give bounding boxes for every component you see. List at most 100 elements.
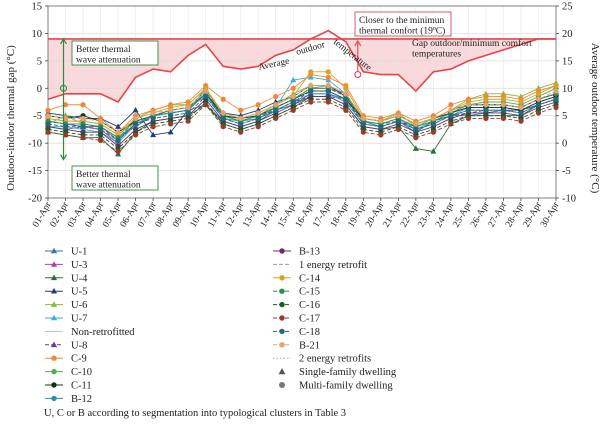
data-point	[395, 118, 401, 124]
legend-label: C-18	[299, 327, 320, 338]
data-point	[308, 69, 314, 75]
data-point	[465, 107, 472, 113]
legend-label: U-4	[71, 273, 88, 284]
legend-label: 2 energy retrofits	[299, 354, 371, 365]
y-left-tick-label: 5	[37, 56, 42, 67]
legend-swatch-marker	[279, 301, 285, 308]
y-left-tick-label: -5	[33, 111, 42, 122]
legend-item-c-11: C-11	[45, 381, 92, 392]
y-left-tick-label: -20	[28, 194, 42, 205]
data-point	[203, 93, 209, 100]
data-point	[290, 76, 297, 83]
data-point	[80, 102, 86, 108]
annotation-better-top-text: Better thermal	[76, 45, 131, 55]
legend-swatch-marker	[51, 395, 57, 402]
data-point	[273, 107, 279, 113]
data-point	[448, 121, 454, 127]
data-point	[150, 124, 156, 130]
data-point	[185, 118, 191, 124]
data-point	[273, 102, 279, 108]
legend-swatch-marker	[50, 341, 58, 348]
data-point	[518, 118, 524, 124]
legend-item-b-12: B-12	[45, 394, 92, 405]
data-point	[325, 88, 331, 94]
legend-label: U-1	[71, 247, 87, 258]
data-point	[273, 115, 279, 122]
y-axis-right-label: Average outdoor temperature (°C)	[589, 43, 600, 194]
legend-swatch-marker	[279, 248, 285, 254]
series-line	[47, 98, 557, 150]
data-point	[62, 115, 69, 122]
data-point	[150, 115, 156, 122]
legend: U-1 U-3 U-4 U-5 U-6 U-7 Non-retrofitted U-8 C-9 C…	[45, 247, 397, 405]
legend-swatch-marker	[51, 368, 57, 375]
data-point	[220, 110, 226, 116]
data-point	[290, 93, 296, 100]
legend-label: Multi-family dwelling	[299, 381, 393, 392]
y-right-tick-label: 0	[562, 139, 567, 150]
data-point	[343, 107, 349, 113]
legend-item-c-15: C-15	[273, 287, 320, 298]
data-point	[115, 137, 121, 143]
data-point	[343, 91, 349, 97]
annotation-closer-box	[354, 11, 452, 37]
legend-item-b-21: B-21	[273, 340, 320, 351]
series-line	[47, 85, 557, 133]
outdoor-temperature-group	[47, 29, 556, 104]
annotation-better-bottom-text: wave attenuation	[76, 181, 141, 191]
data-point	[132, 115, 139, 122]
data-point	[430, 148, 437, 154]
data-point	[412, 145, 419, 151]
data-point	[255, 110, 261, 116]
x-tick-label: 30-Apr	[539, 200, 562, 229]
data-point	[168, 113, 174, 119]
legend-item-2-energy-retrofits: 2 energy retrofits	[273, 354, 371, 365]
data-point	[255, 102, 261, 108]
data-point	[343, 85, 349, 91]
data-point	[62, 124, 69, 130]
y-left-tick-label: 15	[32, 2, 43, 13]
legend-item-c-14: C-14	[273, 273, 321, 284]
data-point	[62, 132, 69, 138]
data-point	[483, 115, 489, 122]
legend-item-single-family-dwelling: Single-family dwelling	[278, 367, 397, 378]
comfort-gap-fill	[48, 38, 556, 102]
data-point	[203, 88, 209, 94]
data-point	[185, 104, 191, 111]
legend-label: 1 energy retrofit	[299, 260, 367, 271]
data-point	[535, 96, 542, 102]
data-point	[448, 107, 454, 113]
data-point	[238, 115, 244, 122]
legend-item-b-13: B-13	[273, 247, 320, 258]
legend-label: B-12	[71, 394, 92, 405]
data-point	[220, 96, 226, 102]
data-point	[395, 113, 401, 119]
legend-label: B-13	[299, 247, 320, 258]
data-point	[535, 102, 542, 108]
data-point	[150, 110, 156, 116]
data-point	[378, 118, 384, 124]
legend-label: C-17	[299, 314, 320, 325]
data-point	[378, 132, 384, 138]
legend-item-1-energy-retrofit: 1 energy retrofit	[273, 260, 367, 271]
legend-label: C-15	[299, 287, 320, 298]
data-point	[80, 135, 86, 141]
legend-item-c-16: C-16	[273, 300, 320, 311]
data-point	[290, 107, 296, 113]
series-line	[47, 82, 557, 142]
legend-item-u-5: U-5	[45, 287, 87, 298]
data-point	[343, 96, 349, 102]
legend-item-u-3: U-3	[45, 260, 87, 271]
legend-label: Non-retrofitted	[71, 327, 135, 338]
data-point	[483, 102, 489, 108]
data-point	[518, 104, 524, 111]
data-point	[168, 121, 174, 127]
data-point	[430, 121, 436, 127]
legend-swatch-marker	[50, 274, 58, 281]
legend-item-c-18: C-18	[273, 327, 320, 338]
data-point	[308, 88, 314, 94]
